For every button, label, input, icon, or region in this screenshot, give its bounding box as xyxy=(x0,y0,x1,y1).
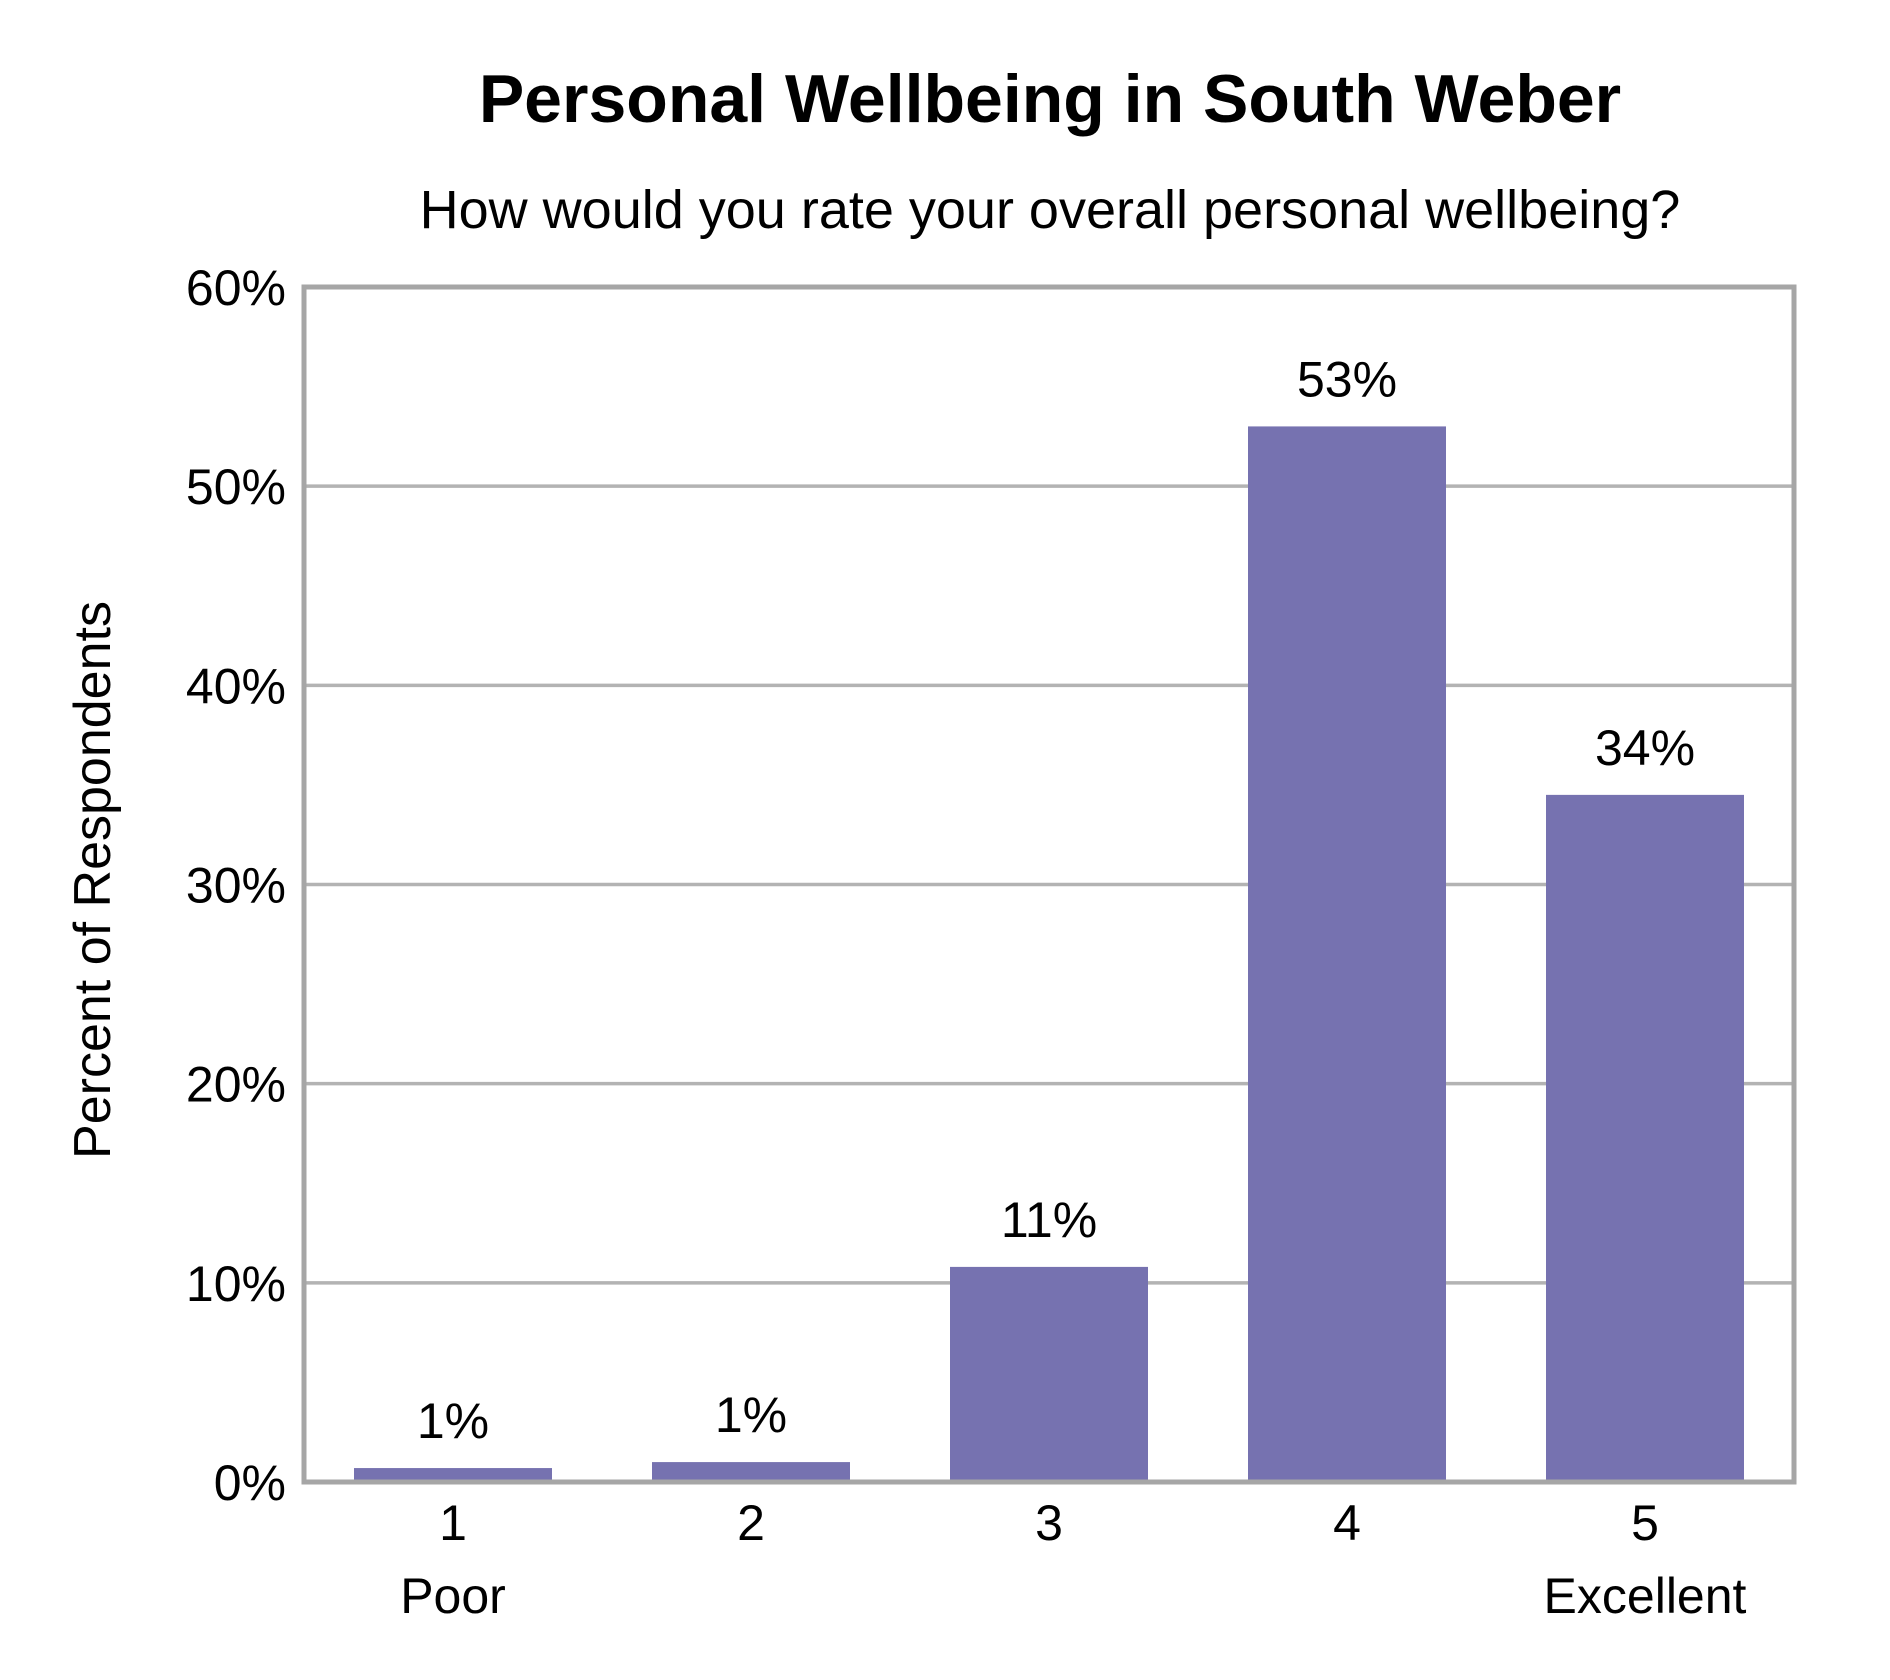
bars xyxy=(354,426,1744,1483)
x-axis-ticks: 1 Poor 2 3 4 5 Excellent xyxy=(400,1495,1746,1624)
plot-frame xyxy=(301,284,1797,1485)
x-tick-sublabel: Poor xyxy=(400,1568,506,1624)
y-tick-label: 60% xyxy=(186,260,286,316)
y-tick-label: 50% xyxy=(186,459,286,515)
x-tick-label: 2 xyxy=(737,1495,765,1551)
data-label: 1% xyxy=(417,1393,489,1449)
y-tick-label: 40% xyxy=(186,658,286,714)
data-label: 53% xyxy=(1297,351,1397,407)
y-axis-title: Percent of Respondents xyxy=(64,601,122,1159)
y-tick-label: 30% xyxy=(186,858,286,914)
y-axis-ticks: 0% 10% 20% 30% 40% 50% 60% xyxy=(186,260,286,1511)
x-tick-label: 3 xyxy=(1035,1495,1063,1551)
x-tick-label: 4 xyxy=(1333,1495,1361,1551)
chart-title: Personal Wellbeing in South Weber xyxy=(479,61,1621,137)
x-tick-label: 5 xyxy=(1631,1495,1659,1551)
x-tick-label: 1 xyxy=(439,1495,467,1551)
data-labels: 1% 1% 11% 53% 34% xyxy=(417,351,1695,1449)
bar-2 xyxy=(652,1462,850,1482)
y-tick-label: 10% xyxy=(186,1256,286,1312)
bar-4 xyxy=(1248,426,1446,1483)
bar-3 xyxy=(950,1266,1148,1482)
bar-5 xyxy=(1546,794,1744,1482)
data-label: 34% xyxy=(1595,720,1695,776)
gridlines xyxy=(304,484,1794,1285)
x-tick-sublabel: Excellent xyxy=(1544,1568,1747,1624)
bar-1 xyxy=(354,1468,552,1482)
y-tick-label: 0% xyxy=(214,1455,286,1511)
data-label: 11% xyxy=(1001,1192,1097,1248)
y-tick-label: 20% xyxy=(186,1057,286,1113)
data-label: 1% xyxy=(715,1387,787,1443)
chart-subtitle: How would you rate your overall personal… xyxy=(420,180,1681,240)
